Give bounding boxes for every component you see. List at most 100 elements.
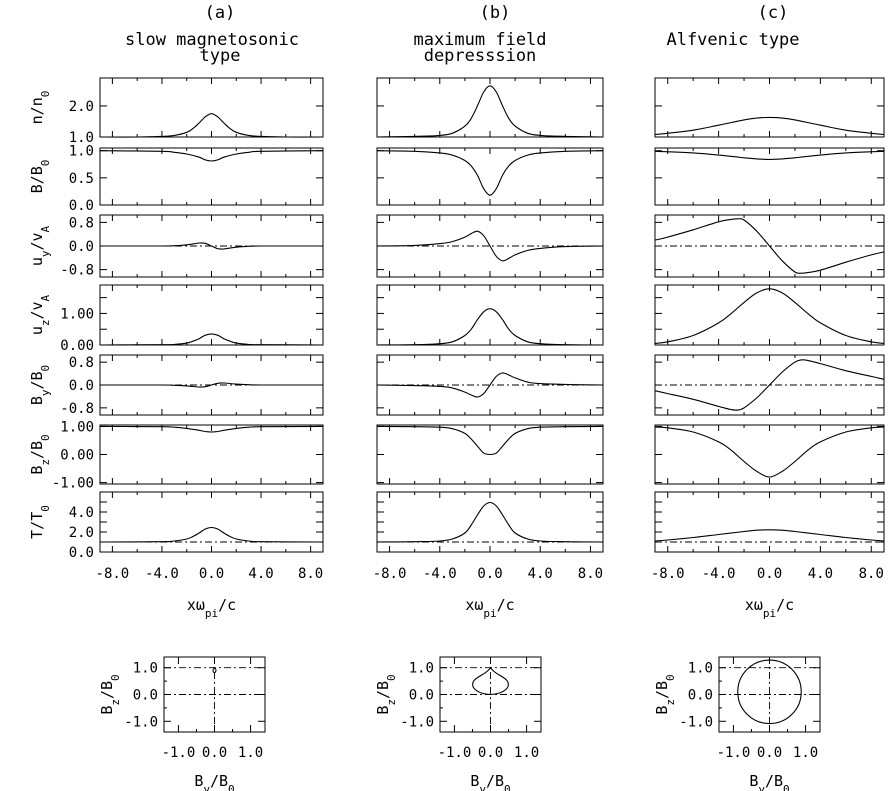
data-curve	[376, 425, 604, 456]
x-axis-label: By/B0	[194, 772, 234, 791]
y-tick-label: 0.8	[69, 215, 94, 231]
y-tick-label: 0.0	[69, 545, 94, 561]
data-curve	[376, 501, 604, 543]
panel-frame	[654, 147, 885, 206]
panel-b-row-6	[376, 424, 604, 485]
data-curve	[376, 372, 604, 398]
y-tick-label: 4.0	[69, 505, 94, 521]
y-tick-label: 1.0	[69, 130, 94, 146]
y-tick-label: -1.0	[679, 714, 713, 730]
hodograph-curve	[472, 666, 509, 696]
y-axis-label-group: Bz/B0	[98, 674, 122, 714]
y-tick-label: -1.0	[124, 714, 158, 730]
y-tick-label: 1.0	[688, 661, 713, 677]
panel-c-row-7: -8.0 -4.0 0.0 4.0 8.0 xωpi/c	[651, 491, 885, 620]
column-title-line2: type	[200, 46, 241, 66]
panel-frame	[99, 284, 324, 346]
x-tick-label: 4.0	[248, 566, 273, 582]
x-tick-label: 0.0	[199, 566, 224, 582]
x-axis-label: xωpi/c	[187, 596, 236, 620]
panel-c-row-4	[654, 284, 885, 346]
data-curve	[99, 526, 324, 543]
column-title-line1: maximum field	[413, 30, 546, 50]
y-tick-label: 0.0	[133, 688, 158, 704]
row-label: n/n0	[28, 91, 52, 125]
data-curve	[99, 242, 323, 250]
x-tick-label: -8.0	[373, 566, 407, 582]
column-header-c: (c) Alfvenic type	[666, 3, 799, 50]
x-tick-label: -1.0	[162, 745, 196, 761]
row-label: B/B0	[28, 160, 52, 194]
data-curve	[99, 113, 324, 138]
y-tick-label: 0.0	[69, 239, 94, 255]
x-tick-label: 8.0	[578, 566, 603, 582]
panel-frame	[376, 491, 604, 553]
x-tick-label: 1.0	[793, 745, 818, 761]
data-curve	[99, 425, 324, 433]
y-tick-label: 1.0	[69, 144, 94, 160]
y-axis-label: Bz/B0	[374, 674, 398, 714]
data-curve	[376, 85, 604, 138]
panel-frame	[99, 424, 324, 485]
panel-frame	[654, 491, 885, 553]
y-tick-label: 0.8	[69, 355, 94, 371]
panel-a-row-4: 0.00 1.00	[60, 284, 324, 354]
panel-c-row-1	[654, 77, 885, 138]
x-tick-label: -4.0	[145, 566, 179, 582]
panel-a-row-6: -1.00 0.00 1.00	[52, 419, 324, 492]
x-tick-label: 1.0	[238, 745, 263, 761]
x-axis-label: xωpi/c	[745, 596, 794, 620]
panel-b-row-7: -8.0 -4.0 0.0 4.0 8.0 xωpi/c	[373, 491, 604, 620]
y-tick-label: 1.00	[60, 306, 94, 322]
y-tick-label: -1.00	[52, 476, 94, 492]
panel-b-row-1	[376, 77, 604, 138]
panel-b-row-2	[376, 147, 604, 206]
x-tick-label: 1.0	[514, 745, 539, 761]
data-curve	[654, 218, 885, 274]
row-label-group: uz/vA	[28, 294, 52, 335]
panel-frame	[99, 491, 324, 553]
y-tick-label: 2.0	[69, 525, 94, 541]
data-curve	[376, 230, 604, 262]
panel-frame	[654, 424, 885, 485]
panel-c-row-6	[654, 424, 885, 485]
y-axis-label: Bz/B0	[98, 674, 122, 714]
y-axis-label-group: Bz/B0	[653, 674, 677, 714]
panel-a-row-3: -0.8 0.0 0.8	[60, 214, 324, 279]
row-label-group: Bz/B0	[28, 434, 52, 474]
data-curve	[376, 308, 604, 346]
panel-frame	[376, 284, 604, 346]
plot-panels: n/n01.02.0B/B00.00.51.0uy/vA-0.80.00.8uz…	[28, 77, 885, 791]
panel-a-row-7: 0.0 2.0 4.0 -8.0 -4.0 0.0 4.0 8.0 xωpi/c	[69, 491, 324, 620]
panel-frame	[99, 147, 324, 206]
y-tick-label: 0.0	[69, 198, 94, 214]
column-letter: (c)	[758, 3, 789, 23]
row-label-group: By/B0	[28, 365, 52, 405]
x-tick-label: -1.0	[717, 745, 751, 761]
y-tick-label: 0.00	[60, 448, 94, 464]
x-tick-label: -8.0	[96, 566, 130, 582]
row-label: Bz/B0	[28, 434, 52, 474]
x-tick-label: 0.0	[757, 745, 782, 761]
row-label: uy/vA	[28, 225, 52, 266]
x-tick-label: 8.0	[859, 566, 884, 582]
y-tick-label: 0.00	[60, 338, 94, 354]
x-tick-label: -8.0	[651, 566, 685, 582]
row-label-group: n/n0	[28, 91, 52, 125]
column-title-line2: depresssion	[424, 46, 537, 66]
panel-c-row-3	[654, 214, 885, 278]
row-label: uz/vA	[28, 294, 52, 335]
data-curve	[654, 529, 885, 542]
panel-b-row-5	[376, 354, 604, 416]
y-tick-label: 2.0	[69, 99, 94, 115]
y-tick-label: -0.8	[60, 263, 94, 279]
data-curve	[100, 382, 323, 388]
x-axis-label: By/B0	[749, 772, 789, 791]
column-title-line1: slow magnetosonic	[125, 30, 299, 50]
data-curve	[99, 150, 324, 162]
panel-frame	[654, 284, 885, 346]
panel-b-row-3	[376, 214, 604, 278]
